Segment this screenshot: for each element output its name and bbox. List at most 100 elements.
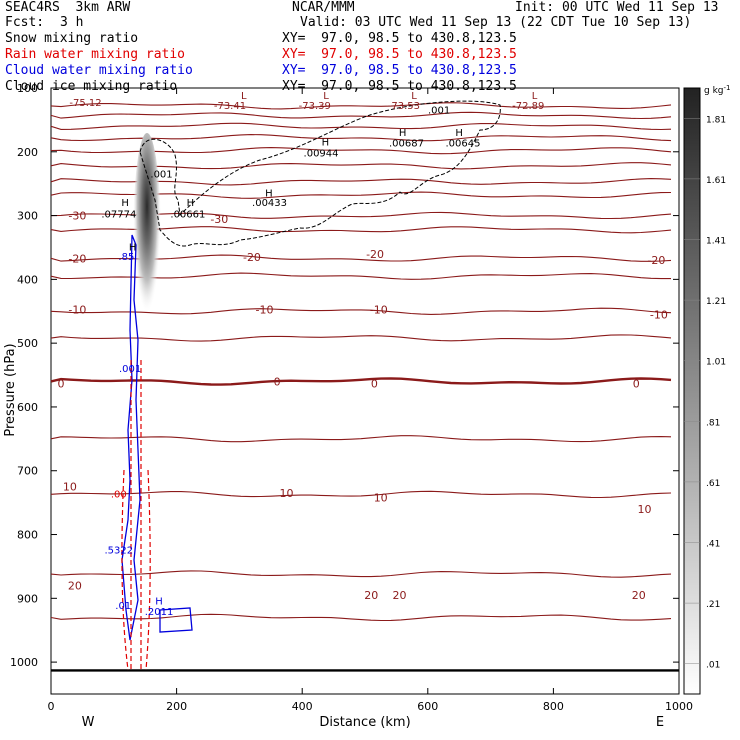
y-tick-label: 400 bbox=[17, 273, 38, 286]
isotherm-label: -10 bbox=[68, 303, 86, 316]
contour-annotation: .001 bbox=[428, 106, 450, 117]
isotherm-label: 20 bbox=[393, 589, 407, 602]
isotherm-label: 0 bbox=[58, 377, 65, 390]
contour-annotation: L bbox=[532, 91, 538, 102]
contour-annotation: .00433 bbox=[252, 198, 287, 209]
field-cloudice-name: Cloud ice mixing ratio bbox=[5, 79, 178, 94]
isotherm-line bbox=[50, 377, 672, 386]
isotherm-label: -20 bbox=[366, 248, 384, 261]
isotherm-label: 0 bbox=[371, 377, 378, 390]
y-tick-label: 200 bbox=[17, 146, 38, 159]
y-tick-label: 100 bbox=[17, 82, 38, 95]
temperature-contours: 20 20 20 20 10 10 10 10 0 0 0 0 -10 -10 -10 -10 -20 -20 -2… bbox=[50, 102, 679, 672]
contour-annotation: -72.89 bbox=[512, 101, 544, 112]
field-cloudice-xy: XY= 97.0, 98.5 to 430.8,123.5 bbox=[282, 79, 517, 94]
contour-annotation: .00944 bbox=[304, 148, 339, 159]
y-tick-label: 1000 bbox=[10, 656, 38, 669]
colorbar-label: .41 bbox=[706, 540, 720, 550]
isotherm-line bbox=[50, 134, 672, 142]
isotherm-label: 10 bbox=[63, 481, 77, 494]
y-tick-label: 300 bbox=[17, 210, 38, 223]
colorbar-label: .81 bbox=[706, 418, 720, 428]
x-axis-label: Distance (km) bbox=[319, 715, 410, 730]
contour-annotation: H bbox=[121, 198, 129, 209]
isotherm-label: 20 bbox=[632, 589, 646, 602]
isotherm-line bbox=[50, 102, 672, 110]
west-label: W bbox=[82, 715, 95, 730]
contour-annotation: H bbox=[265, 188, 273, 199]
east-label: E bbox=[656, 715, 664, 730]
cloud-ice-contour bbox=[139, 100, 501, 247]
colorbar-labels: .01 .21 .41 .61 .81 1.01 1.21 1.41 1.61 1.81 bbox=[684, 115, 726, 671]
contour-annotation: .00661 bbox=[170, 209, 205, 220]
field-rain-name: Rain water mixing ratio bbox=[5, 47, 186, 62]
isotherm-label: -10 bbox=[256, 303, 274, 316]
contour-annotation: H bbox=[129, 243, 137, 254]
axes: 0 200 400 600 800 100020030040050060070080090… bbox=[10, 82, 693, 713]
contour-annotation: L bbox=[411, 91, 417, 102]
y-tick-label: 700 bbox=[17, 465, 38, 478]
y-axis-label: Pressure (hPa) bbox=[3, 343, 18, 436]
isotherm-line bbox=[50, 570, 672, 578]
contour-annotation: L bbox=[323, 91, 329, 102]
contour-annotation: -73.53 bbox=[388, 101, 420, 112]
contour-annotation: .2011 bbox=[145, 607, 174, 618]
contour-annotation: .001 bbox=[150, 169, 172, 180]
contour-annotation: L bbox=[241, 91, 247, 102]
x-tick-label: 800 bbox=[543, 700, 564, 713]
isotherm-label: -20 bbox=[68, 252, 86, 265]
colorbar-label: .01 bbox=[706, 661, 720, 671]
isotherm-label: -30 bbox=[68, 210, 86, 223]
contour-annotation: .01 bbox=[115, 601, 131, 612]
colorbar-label: 1.01 bbox=[706, 358, 726, 368]
contour-annotation: H bbox=[399, 128, 407, 139]
colorbar-label: .61 bbox=[706, 479, 720, 489]
contour-annotation: H bbox=[155, 597, 163, 608]
x-tick-label: 0 bbox=[48, 700, 55, 713]
fcst-value: 3 h bbox=[60, 15, 84, 30]
isotherm-label: 10 bbox=[637, 503, 651, 516]
field-cloudwater-name: Cloud water mixing ratio bbox=[5, 63, 193, 78]
contour-annotations: -75.12L-73.41L-73.39L-73.53L-72.89.001H.… bbox=[69, 91, 544, 618]
contour-annotation: .00645 bbox=[445, 139, 480, 150]
x-tick-label: 1000 bbox=[665, 700, 693, 713]
isotherm-label: 10 bbox=[374, 492, 388, 505]
snow-mixing-ratio-shading bbox=[133, 133, 161, 343]
isotherm-label: -20 bbox=[647, 254, 665, 267]
isotherm-line bbox=[50, 490, 672, 499]
isotherm-label: 10 bbox=[280, 487, 294, 500]
isotherm-line bbox=[50, 111, 672, 120]
x-tick-label: 400 bbox=[292, 700, 313, 713]
colorbar-unit: g kg-1 bbox=[704, 84, 730, 96]
x-tick-label: 200 bbox=[166, 700, 187, 713]
field-snow-xy: XY= 97.0, 98.5 to 430.8,123.5 bbox=[282, 31, 517, 46]
isotherm-label: 20 bbox=[68, 580, 82, 593]
colorbar-label: 1.61 bbox=[706, 176, 726, 186]
y-tick-label: 900 bbox=[17, 592, 38, 605]
isotherm-label: -20 bbox=[243, 251, 261, 264]
colorbar-label: 1.21 bbox=[706, 297, 726, 307]
contour-annotation: -73.39 bbox=[299, 101, 331, 112]
rain-water-contour bbox=[121, 360, 151, 671]
contour-annotation: .5322 bbox=[105, 546, 134, 557]
contour-annotation: -75.12 bbox=[69, 98, 101, 109]
colorbar-label: 1.41 bbox=[706, 237, 726, 247]
contour-annotation: .001 bbox=[119, 364, 141, 375]
contour-annotation: .00687 bbox=[389, 139, 424, 150]
isotherm-label: -10 bbox=[370, 303, 388, 316]
contour-annotation: H bbox=[322, 137, 330, 148]
contour-annotation: H bbox=[187, 198, 195, 209]
y-tick-label: 800 bbox=[17, 529, 38, 542]
contour-annotation: H bbox=[455, 128, 463, 139]
y-tick-label: 600 bbox=[17, 401, 38, 414]
y-tick-label: 500 bbox=[17, 337, 38, 350]
model-label: SEAC4RS 3km ARW bbox=[5, 0, 131, 15]
fcst-label: Fcst: bbox=[5, 15, 45, 30]
plot-frame bbox=[50, 87, 680, 695]
isotherm-label: 0 bbox=[633, 377, 640, 390]
contour-annotation: .85 bbox=[118, 252, 134, 263]
x-tick-label: 600 bbox=[417, 700, 438, 713]
valid-label: Valid: 03 UTC Wed 11 Sep 13 (22 CDT Tue … bbox=[300, 15, 692, 30]
field-cloudwater-xy: XY= 97.0, 98.5 to 430.8,123.5 bbox=[282, 63, 517, 78]
